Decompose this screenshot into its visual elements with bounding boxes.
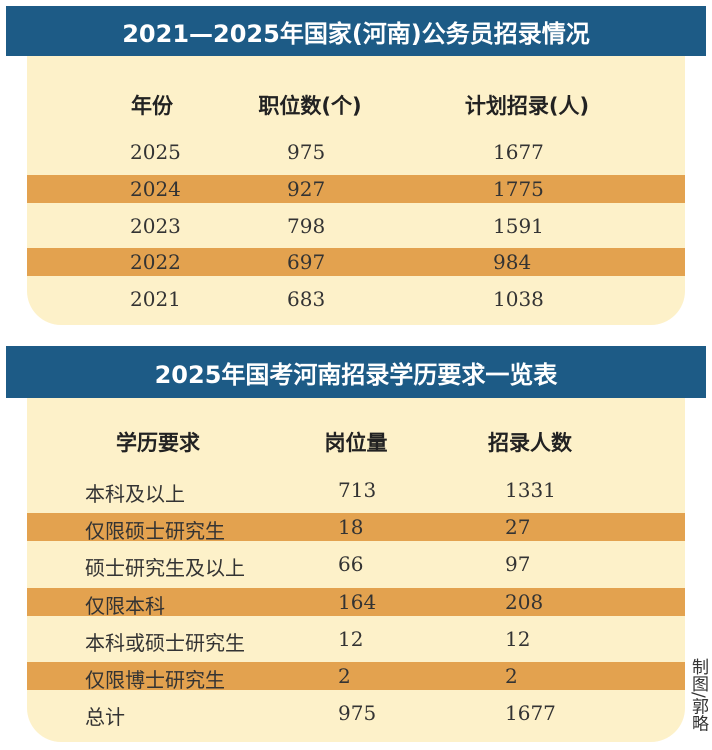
row-stripe (27, 662, 685, 690)
table-cell: 2021 (130, 287, 181, 312)
table-cell: 1591 (493, 213, 544, 238)
table-cell: 2025 (130, 140, 181, 164)
table-cell: 975 (287, 140, 326, 164)
table-cell: 18 (338, 515, 364, 540)
table-title: 2025年国考河南招录学历要求一览表 (6, 346, 706, 398)
table-cell: 1331 (505, 478, 556, 502)
table-cell: 798 (287, 213, 326, 238)
table-cell: 1038 (493, 287, 544, 312)
table-cell: 975 (338, 701, 377, 726)
table-cell: 2 (338, 664, 351, 688)
table-cell: 927 (287, 176, 326, 201)
table-cell: 97 (505, 552, 531, 577)
table-cell: 本科及以上 (85, 482, 185, 506)
table-cell: 1677 (493, 140, 544, 164)
credit: 制图/郭略 (688, 658, 708, 732)
table-cell: 27 (505, 515, 531, 540)
table-cell: 仅限硕士研究生 (85, 519, 225, 544)
column-header: 职位数(个) (258, 94, 362, 118)
row-stripe (27, 513, 685, 542)
column-header: 岗位量 (324, 431, 388, 455)
table-cell: 2022 (130, 250, 181, 275)
column-header: 年份 (131, 94, 173, 118)
table-cell: 2024 (130, 176, 181, 201)
table-title: 2021—2025年国家(河南)公务员招录情况 (6, 6, 706, 56)
table-cell: 总计 (85, 705, 125, 730)
table-cell: 本科或硕士研究生 (85, 630, 245, 655)
table-cell: 984 (493, 250, 532, 275)
row-stripe (27, 174, 685, 203)
table-cell: 66 (338, 552, 364, 577)
table-cell: 697 (287, 250, 326, 275)
table-cell: 12 (338, 626, 364, 651)
column-header: 招录人数 (488, 431, 572, 455)
table-cell: 713 (338, 478, 377, 502)
table-cell: 硕士研究生及以上 (85, 556, 245, 581)
table-cell: 1677 (505, 701, 556, 726)
row-stripe (27, 248, 685, 277)
table-cell: 2 (505, 664, 518, 688)
table-cell: 仅限博士研究生 (85, 668, 225, 692)
column-header: 计划招录(人) (464, 94, 590, 118)
table-cell: 1775 (493, 176, 544, 201)
row-stripe (27, 587, 685, 616)
table-cell: 12 (505, 626, 531, 651)
table-cell: 164 (338, 589, 377, 614)
table-cell: 683 (287, 287, 326, 312)
table-cell: 2023 (130, 213, 181, 238)
column-header: 学历要求 (116, 431, 200, 455)
table-cell: 仅限本科 (85, 593, 165, 618)
table-cell: 208 (505, 589, 544, 614)
